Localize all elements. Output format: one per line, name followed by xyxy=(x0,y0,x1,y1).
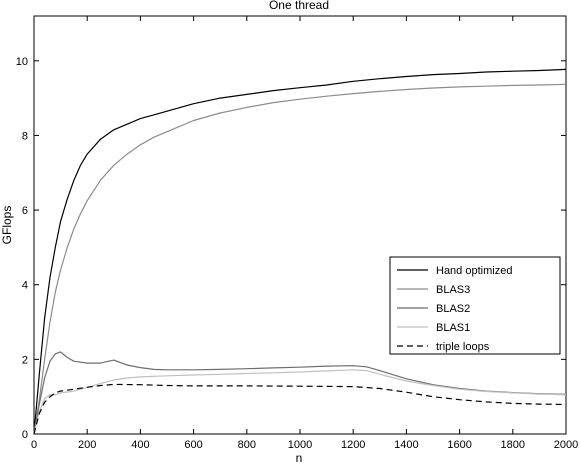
y-tick-label: 10 xyxy=(16,56,28,68)
legend-box xyxy=(389,256,561,355)
legend: Hand optimized BLAS3 BLAS2 BLAS1 triple loop… xyxy=(389,256,561,355)
x-tick-label: 0 xyxy=(31,439,37,451)
plot-frame xyxy=(33,15,567,435)
series-line-hand-optimized xyxy=(33,68,567,435)
legend-label: BLAS3 xyxy=(436,284,470,296)
legend-label: BLAS1 xyxy=(436,322,470,334)
axis-ticks: 0 200 400 600 800 1000 1200 1400 1600 1800 2000 0 2 4… xyxy=(16,16,578,451)
legend-label: Hand optimized xyxy=(436,265,512,277)
x-tick-label: 600 xyxy=(184,439,202,451)
series-line-blas2 xyxy=(33,351,567,435)
legend-label: BLAS2 xyxy=(436,303,470,315)
x-axis-title: n xyxy=(296,451,303,464)
x-tick-label: 1200 xyxy=(341,439,365,451)
x-tick-label: 200 xyxy=(78,439,96,451)
y-axis-title: GFlops xyxy=(0,206,14,245)
y-tick-label: 4 xyxy=(22,280,28,292)
y-tick-label: 2 xyxy=(22,354,28,366)
x-tick-label: 1000 xyxy=(288,439,312,451)
series-line-blas1 xyxy=(33,369,567,435)
y-tick-label: 0 xyxy=(22,429,28,441)
y-tick-label: 6 xyxy=(22,205,28,217)
series-line-triple-loops xyxy=(33,383,567,435)
legend-label: triple loops xyxy=(436,341,490,353)
y-tick-label: 8 xyxy=(22,130,28,142)
series-line-blas3 xyxy=(33,83,567,435)
x-tick-label: 2000 xyxy=(554,439,578,451)
chart-title: One thread xyxy=(269,0,329,12)
x-tick-label: 1400 xyxy=(394,439,418,451)
x-tick-label: 1600 xyxy=(447,439,471,451)
x-tick-label: 400 xyxy=(131,439,149,451)
x-tick-label: 800 xyxy=(238,439,256,451)
series-lines xyxy=(33,68,567,435)
x-tick-label: 1800 xyxy=(501,439,525,451)
